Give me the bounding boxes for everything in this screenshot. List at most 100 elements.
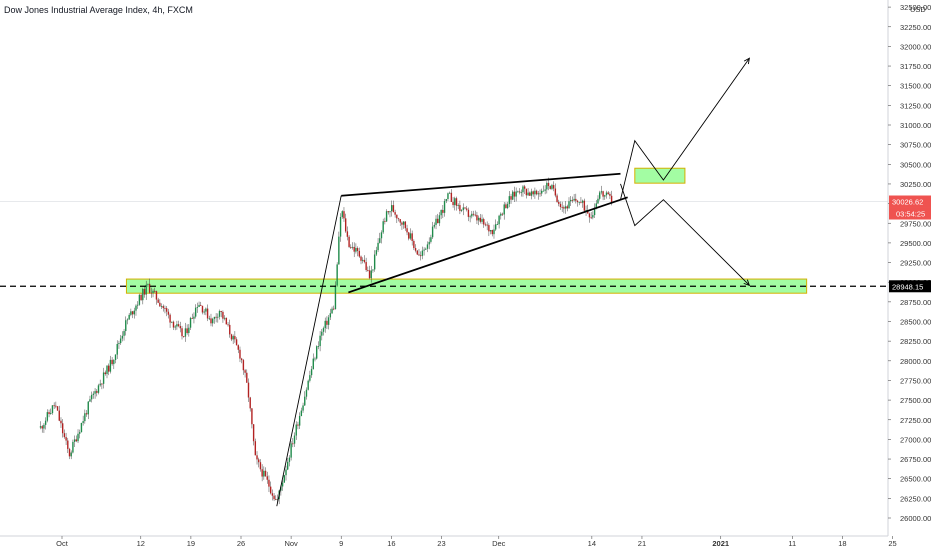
candle-body bbox=[585, 210, 587, 211]
candle-body bbox=[362, 259, 364, 261]
candle-body bbox=[467, 209, 470, 217]
candle-body bbox=[367, 270, 369, 271]
candle-body bbox=[104, 372, 107, 375]
candle-body bbox=[353, 246, 355, 252]
candle-body bbox=[171, 321, 173, 323]
candle-body bbox=[350, 246, 352, 248]
price-tick-label: 31750.00 bbox=[900, 62, 931, 71]
price-tick-label: 28000.00 bbox=[900, 357, 931, 366]
candle-body bbox=[101, 383, 103, 385]
candle-body bbox=[217, 316, 219, 318]
candle-body bbox=[283, 475, 286, 483]
candle-body bbox=[486, 224, 488, 226]
candle-body bbox=[496, 224, 499, 226]
candle-body bbox=[258, 459, 260, 463]
candle-body bbox=[237, 345, 239, 350]
candle-body bbox=[72, 441, 74, 453]
candle-body bbox=[351, 246, 354, 248]
candle-body bbox=[242, 360, 245, 371]
time-tick-label: 19 bbox=[187, 539, 195, 548]
candle-body bbox=[479, 217, 482, 222]
candle-body bbox=[67, 440, 69, 449]
candle-body bbox=[358, 250, 361, 257]
candle-body bbox=[206, 308, 209, 319]
candle-body bbox=[249, 397, 251, 409]
candle-body bbox=[408, 232, 410, 239]
candle-body bbox=[433, 224, 436, 227]
candle-body bbox=[208, 318, 210, 320]
price-tick-label: 31000.00 bbox=[900, 121, 931, 130]
candle-body bbox=[268, 479, 270, 487]
candle-body bbox=[142, 288, 144, 301]
candle-body bbox=[346, 231, 349, 237]
candle-body bbox=[292, 443, 294, 445]
price-tick-label: 32250.00 bbox=[900, 23, 931, 32]
candle-body bbox=[523, 186, 526, 189]
candle-body bbox=[309, 375, 311, 381]
candle-body bbox=[143, 288, 146, 295]
candle-body bbox=[97, 385, 100, 393]
candle-body bbox=[256, 455, 258, 460]
candle-body bbox=[321, 331, 323, 336]
candle-body bbox=[102, 372, 105, 384]
candle-body bbox=[220, 310, 222, 312]
candle-body bbox=[116, 343, 118, 355]
candle-body bbox=[375, 250, 378, 255]
candle-body bbox=[406, 228, 408, 233]
candle-body bbox=[191, 317, 193, 319]
candle-body bbox=[454, 198, 456, 206]
candle-body bbox=[246, 372, 248, 383]
candle-body bbox=[414, 248, 417, 251]
candle-body bbox=[113, 359, 115, 365]
candle-body bbox=[575, 198, 577, 201]
candle-body bbox=[377, 242, 379, 251]
time-tick-label: 18 bbox=[838, 539, 846, 548]
candle-body bbox=[218, 310, 221, 317]
candle-body bbox=[293, 435, 296, 444]
candle-body bbox=[394, 212, 396, 215]
candle-body bbox=[380, 232, 383, 239]
candle-body bbox=[597, 198, 599, 204]
candle-body bbox=[527, 192, 529, 196]
candle-body bbox=[505, 204, 507, 209]
candle-body bbox=[568, 201, 570, 209]
candle-body bbox=[355, 248, 357, 252]
candle-body bbox=[517, 191, 519, 193]
candle-body bbox=[399, 219, 401, 223]
candle-body bbox=[416, 250, 418, 255]
candle-body bbox=[493, 229, 495, 235]
candle-body bbox=[188, 327, 190, 334]
time-tick-label: 9 bbox=[339, 539, 343, 548]
candle-body bbox=[145, 284, 147, 295]
candle-body bbox=[402, 221, 405, 225]
candle-body bbox=[150, 292, 153, 294]
candle-body bbox=[333, 308, 335, 310]
candle-body bbox=[554, 188, 557, 196]
last-price-label: 30026.62 bbox=[892, 198, 923, 207]
candle-body bbox=[459, 205, 461, 211]
candle-body bbox=[365, 262, 367, 271]
candle-body bbox=[559, 203, 562, 207]
candle-body bbox=[500, 213, 502, 216]
candle-body bbox=[546, 182, 548, 190]
candle-body bbox=[401, 222, 403, 225]
time-axis: Oct121926Nov91623Dec14212021111825Feb bbox=[0, 535, 897, 548]
candle-body bbox=[239, 349, 241, 359]
candle-body bbox=[89, 399, 91, 402]
candle-body bbox=[136, 304, 139, 306]
candle-body bbox=[90, 394, 93, 400]
time-tick-label: 16 bbox=[387, 539, 395, 548]
candle-body bbox=[230, 334, 233, 340]
candle-body bbox=[314, 358, 316, 360]
candle-body bbox=[481, 219, 483, 222]
candle-body bbox=[547, 182, 550, 187]
wedge-lower-line bbox=[348, 196, 628, 294]
candle-body bbox=[317, 346, 320, 347]
candle-body bbox=[520, 192, 522, 194]
price-tick-label: 32500.00 bbox=[900, 3, 931, 12]
candle-body bbox=[184, 328, 187, 337]
candle-body bbox=[106, 365, 108, 375]
candle-body bbox=[322, 328, 325, 332]
candle-body bbox=[570, 199, 572, 202]
